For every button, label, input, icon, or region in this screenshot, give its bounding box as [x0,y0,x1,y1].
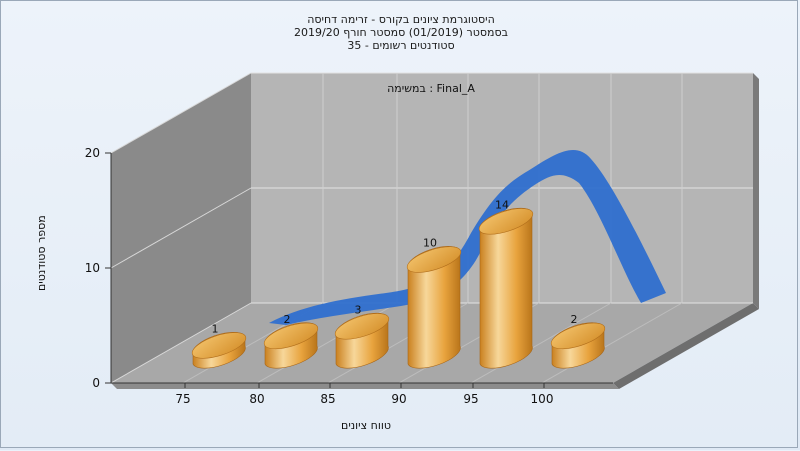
y-axis-label: מספר סטודנטים [35,215,48,291]
grid-line-side [110,187,252,269]
bar-90-95: 10 [406,237,462,369]
grid-line-side [110,72,252,154]
bar-80-85: 2 [263,313,319,369]
axis-ticks: 0 10 20 75 80 85 90 95 100 [85,146,613,406]
x-tick-label: 90 [391,392,406,406]
floor-grid-line [470,302,612,384]
bar-cap [406,246,462,273]
bar-85-90: 3 [334,303,390,369]
floor-edge [613,303,759,389]
bars: 1 2 3 10 14 2 [191,198,606,369]
x-tick-label: 80 [249,392,264,406]
x-tick-label: 95 [463,392,478,406]
bar-cap [263,322,319,350]
bar-value-label: 1 [212,322,219,335]
bar-value-label: 3 [355,303,362,316]
chart-subtitle: במשימה : Final_A [387,82,475,95]
trend-ribbon [269,150,666,325]
chart-title-line-3: סטודנטים רשומים - 35 [347,39,455,52]
floor-front-edge [111,383,619,389]
bar-75-80: 1 [191,322,247,369]
bar-cap [191,332,247,359]
x-axis-label: טווח ציונים [341,419,391,432]
x-tick-label: 100 [531,392,554,406]
floor-grid-line [541,302,683,384]
grid-line-side [110,302,252,384]
bar-value-label: 2 [571,313,578,326]
bar-cap [550,322,606,350]
bar-value-label: 14 [495,198,509,211]
bar-value-label: 2 [284,313,291,326]
bar-cap [478,208,534,235]
back-wall-shadow [753,73,759,309]
chart-title-line-2: בסמסטר (01/2019) סמסטר חורף 2019/20 [294,26,508,39]
y-tick-label: 20 [85,146,100,160]
x-tick-label: 85 [320,392,335,406]
y-tick-label: 0 [92,376,100,390]
y-tick-label: 10 [85,261,100,275]
bar-100+: 2 [550,313,606,369]
trend-ribbon-shape [269,150,666,325]
chart-title-line-1: היסטוגרמת ציונים בקורס - זרימה דחיסה [307,13,495,26]
bar-cap [334,313,390,340]
bar-95-100: 14 [478,198,534,369]
x-tick-label: 75 [175,392,190,406]
bar-value-label: 10 [423,237,437,250]
